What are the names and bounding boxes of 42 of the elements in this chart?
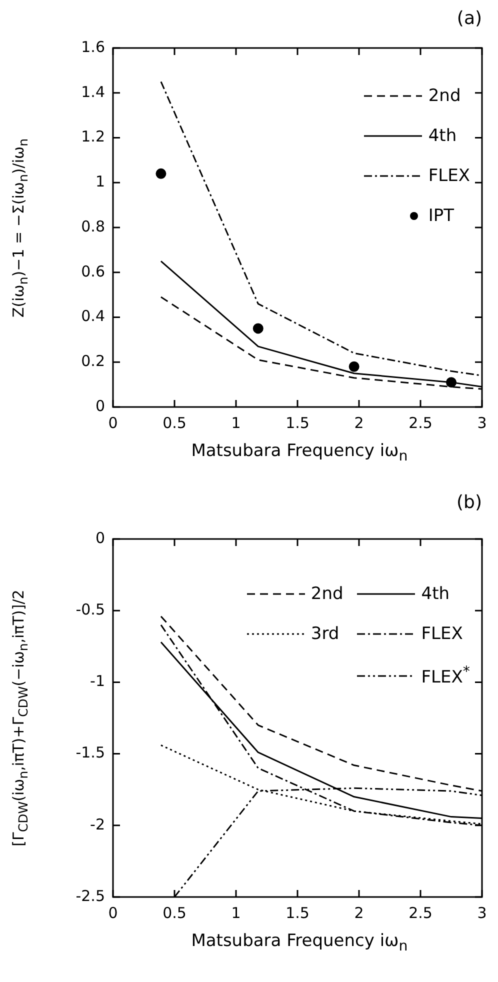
chart-title: (a) — [456, 8, 482, 29]
x-tick-label: 1.5 — [286, 414, 310, 432]
y-tick-label: -1 — [90, 672, 105, 690]
y-tick-label: -1.5 — [76, 744, 105, 762]
x-tick-label: 1 — [231, 904, 241, 922]
x-tick-label: 3 — [477, 904, 487, 922]
legend-label: 2nd — [310, 584, 344, 604]
x-tick-label: 3 — [477, 414, 487, 432]
y-tick-label: 0.8 — [81, 217, 105, 236]
y-tick-label: -2.5 — [76, 886, 105, 905]
y-tick-label: 1 — [95, 172, 105, 191]
x-tick-label: 0 — [108, 904, 118, 922]
y-tick-label: 1.4 — [81, 82, 105, 101]
y-tick-label: 0.2 — [81, 352, 105, 370]
y-tick-label: 0.4 — [81, 307, 105, 326]
y-tick-label: 0 — [95, 396, 105, 415]
x-tick-label: 2 — [354, 414, 364, 432]
x-tick-label: 1.5 — [286, 904, 310, 922]
legend-label: 3rd — [310, 624, 340, 644]
x-axis-title: Matsubara Frequency iω$_{n}$ — [190, 931, 409, 954]
y-tick-label: 1.2 — [81, 128, 105, 146]
x-tick-label: 0 — [108, 414, 118, 432]
x-tick-label: 1 — [231, 414, 241, 432]
x-tick-label: 0.5 — [162, 904, 186, 922]
y-tick-label: 1.6 — [81, 38, 105, 56]
legend-label: IPT — [428, 206, 454, 226]
legend-label: FLEX — [421, 624, 463, 644]
y-tick-label: -2 — [90, 815, 105, 834]
chart-title: (b) — [456, 492, 482, 513]
legend-label: FLEX$^{*}$ — [421, 664, 470, 688]
x-tick-label: 0.5 — [162, 414, 186, 432]
x-tick-label: 2.5 — [408, 904, 432, 922]
y-tick-label: 0.6 — [81, 262, 105, 280]
legend-label: 2nd — [428, 86, 461, 106]
legend-label: FLEX — [428, 166, 470, 186]
x-tick-label: 2.5 — [408, 414, 432, 432]
legend-label: 4th — [428, 126, 457, 146]
y-tick-label: -0.5 — [76, 600, 105, 618]
x-axis-title: Matsubara Frequency iω$_{n}$ — [190, 441, 409, 464]
x-tick-label: 2 — [354, 904, 364, 922]
y-tick-label: 0 — [95, 528, 105, 547]
legend-label: 4th — [421, 584, 450, 604]
